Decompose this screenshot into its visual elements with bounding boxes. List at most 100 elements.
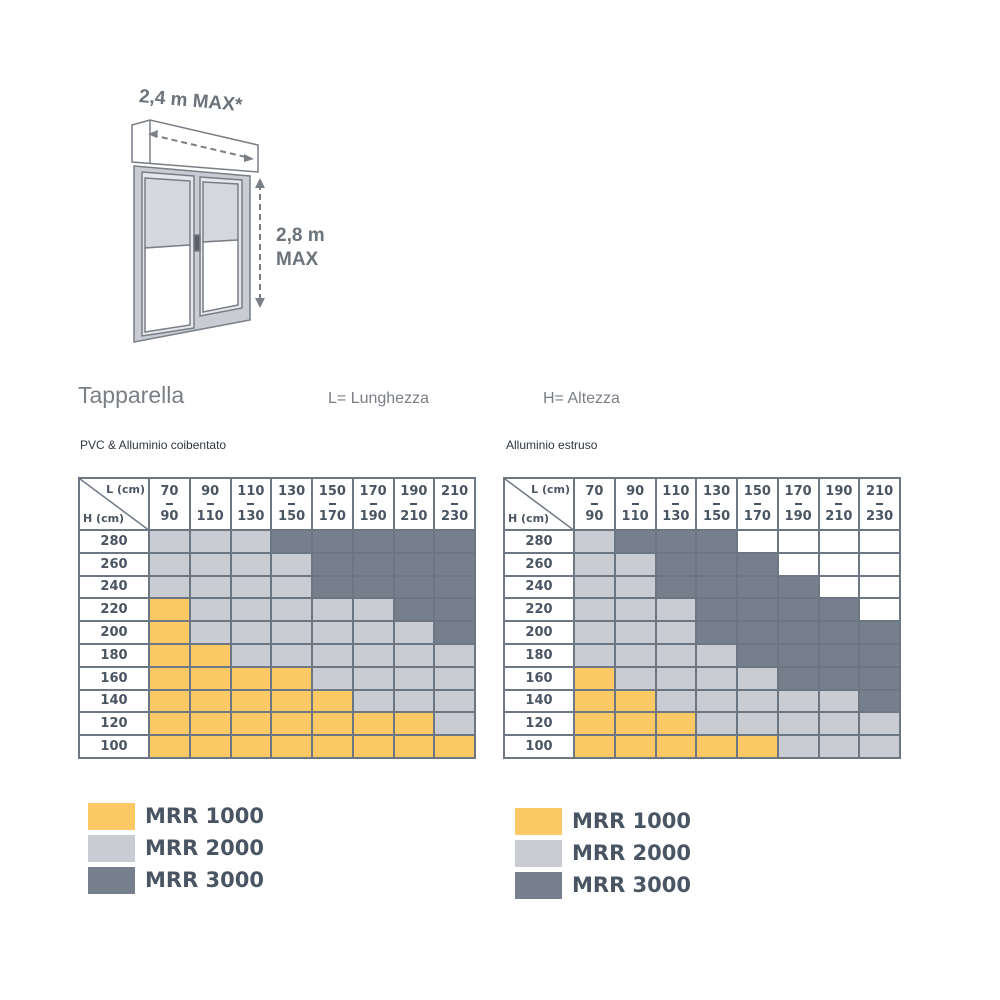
grid-cell	[392, 620, 436, 645]
grid-cell	[858, 574, 901, 600]
grid-cell	[433, 734, 476, 759]
grid-cell	[736, 620, 779, 645]
grid-cell	[270, 734, 313, 759]
table-2-subtitle: Alluminio estruso	[506, 438, 598, 452]
height-max-suffix: MAX	[276, 249, 319, 270]
grid-cell	[573, 597, 616, 623]
grid-cell	[736, 529, 779, 554]
grid-cell	[270, 688, 313, 714]
column-min: 190	[825, 484, 853, 499]
grid-cell	[695, 665, 738, 691]
column-max: 230	[441, 509, 469, 524]
grid-cell	[188, 642, 232, 668]
grid-cell	[695, 688, 738, 714]
grid-cell	[695, 551, 738, 577]
row-height-label: 260	[78, 551, 150, 577]
grid-cell	[654, 642, 698, 668]
row-height-label: 180	[78, 642, 150, 668]
legend-item: MRR 1000	[515, 805, 691, 837]
grid-cell	[858, 620, 901, 645]
grid-cell	[817, 734, 861, 759]
column-header: 90 110	[188, 477, 232, 531]
grid-cell	[736, 711, 779, 737]
grid-cell	[270, 711, 313, 737]
corner-h-label: H (cm)	[508, 512, 550, 525]
row-height-label: 280	[78, 529, 150, 554]
grid-cell	[311, 688, 354, 714]
h-legend: H= Altezza	[543, 390, 620, 407]
table-row: 140	[503, 688, 901, 714]
grid-cell	[573, 529, 616, 554]
grid-cell	[858, 597, 901, 623]
grid-cell	[776, 574, 820, 600]
row-height-label: 260	[503, 551, 575, 577]
grid-cell	[776, 597, 820, 623]
grid-cell	[433, 688, 476, 714]
column-min: 150	[318, 484, 346, 499]
grid-cell	[351, 734, 395, 759]
column-header: 90 110	[613, 477, 657, 531]
table-row: 260	[503, 551, 901, 577]
range-dash	[794, 503, 802, 505]
range-dash	[590, 503, 598, 505]
grid-cell	[776, 734, 820, 759]
grid-cell	[858, 688, 901, 714]
column-min: 210	[441, 484, 469, 499]
row-height-label: 100	[78, 734, 150, 759]
grid-cell	[695, 734, 738, 759]
column-header: 130 150	[270, 477, 313, 531]
table-row: 220	[78, 597, 476, 623]
row-height-label: 220	[78, 597, 150, 623]
grid-cell	[229, 620, 273, 645]
grid-cell	[613, 597, 657, 623]
column-max: 150	[278, 509, 306, 524]
column-min: 110	[662, 484, 690, 499]
grid-cell	[188, 529, 232, 554]
window-shutter-illustration	[131, 119, 265, 343]
grid-cell	[695, 642, 738, 668]
table-row: 180	[78, 642, 476, 668]
grid-cell	[817, 574, 861, 600]
legend-item: MRR 2000	[88, 832, 264, 864]
legend-swatch	[515, 871, 562, 899]
grid-cell	[736, 688, 779, 714]
grid-cell	[858, 642, 901, 668]
corner-cell: L (cm) H (cm)	[503, 477, 575, 531]
range-dash	[753, 503, 761, 505]
motor-table-alluminio: L (cm) H (cm) 70 90 90 110 110 130 130 150 150 170 1…	[503, 477, 901, 759]
column-header: 70 90	[573, 477, 616, 531]
grid-cell	[433, 551, 476, 577]
row-height-label: 160	[503, 665, 575, 691]
column-max: 190	[784, 509, 812, 524]
column-max: 190	[359, 509, 387, 524]
row-height-label: 200	[78, 620, 150, 645]
grid-cell	[188, 665, 232, 691]
grid-cell	[817, 620, 861, 645]
column-min: 130	[703, 484, 731, 499]
table-row: 280	[78, 529, 476, 554]
column-max: 90	[160, 509, 179, 524]
table-row: 220	[503, 597, 901, 623]
grid-cell	[573, 734, 616, 759]
grid-cell	[654, 734, 698, 759]
grid-cell	[392, 529, 436, 554]
grid-cell	[270, 665, 313, 691]
grid-cell	[654, 574, 698, 600]
grid-cell	[776, 688, 820, 714]
column-max: 130	[237, 509, 265, 524]
grid-cell	[776, 529, 820, 554]
grid-cell	[776, 642, 820, 668]
column-max: 90	[585, 509, 604, 524]
legend-item: MRR 3000	[88, 864, 264, 896]
grid-cell	[392, 688, 436, 714]
column-header: 190 210	[392, 477, 436, 531]
grid-cell	[148, 665, 191, 691]
grid-cell	[695, 529, 738, 554]
grid-cell	[654, 597, 698, 623]
table-row: 120	[503, 711, 901, 737]
grid-cell	[817, 665, 861, 691]
row-height-label: 220	[503, 597, 575, 623]
grid-cell	[188, 597, 232, 623]
column-min: 170	[359, 484, 387, 499]
column-max: 210	[825, 509, 853, 524]
